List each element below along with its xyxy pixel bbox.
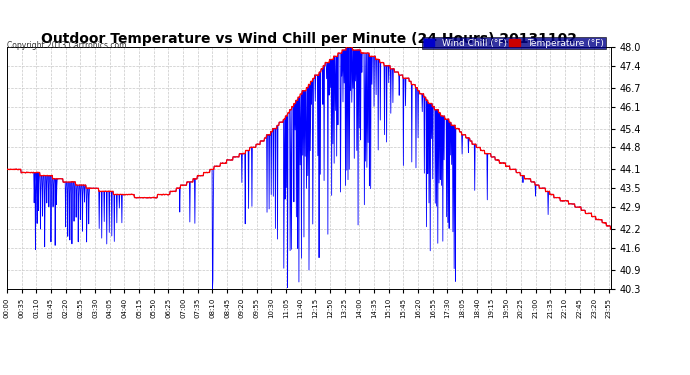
Text: Copyright 2013 Cartronics.com: Copyright 2013 Cartronics.com xyxy=(7,41,126,50)
Legend: Wind Chill (°F), Temperature (°F): Wind Chill (°F), Temperature (°F) xyxy=(422,37,606,50)
Title: Outdoor Temperature vs Wind Chill per Minute (24 Hours) 20131102: Outdoor Temperature vs Wind Chill per Mi… xyxy=(41,32,577,46)
